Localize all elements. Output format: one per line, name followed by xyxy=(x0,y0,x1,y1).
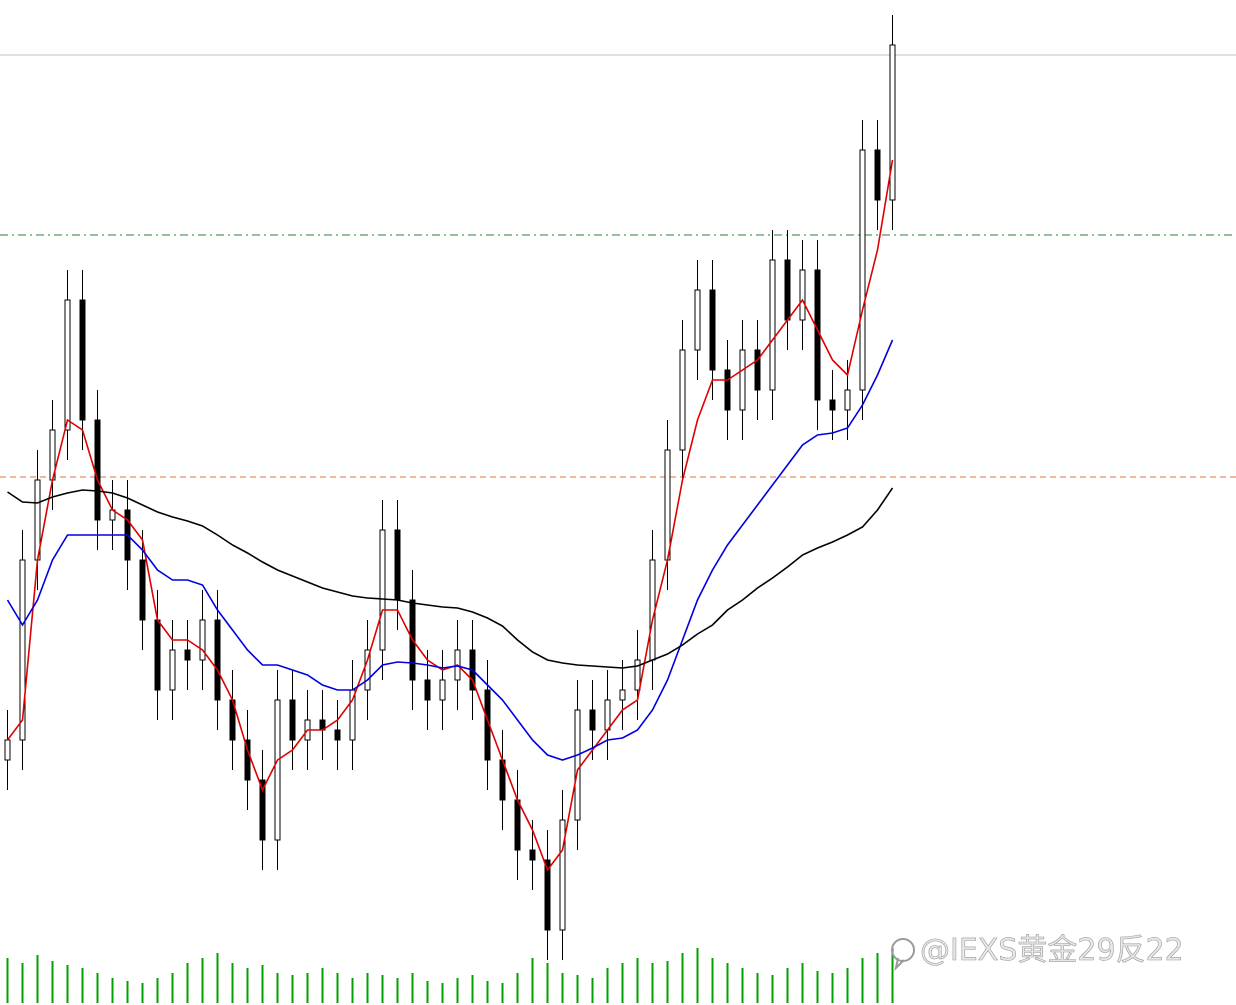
candle-body xyxy=(244,739,251,781)
candle-body xyxy=(169,649,176,691)
candle-body xyxy=(739,349,746,411)
candle-body xyxy=(439,679,446,701)
candle-body xyxy=(829,399,836,411)
candle-body xyxy=(364,649,371,691)
candle-body xyxy=(379,529,386,651)
candle-body xyxy=(139,559,146,621)
candle-body xyxy=(694,289,701,351)
candle-body xyxy=(769,259,776,391)
candle-body xyxy=(784,259,791,321)
candle-body xyxy=(154,619,161,691)
candle-body xyxy=(709,289,716,371)
candle-body xyxy=(199,619,206,661)
watermark-icon xyxy=(891,938,915,972)
watermark: @IEXS黄金29反22 xyxy=(920,933,1184,968)
moving-average-line xyxy=(6,339,894,761)
candle-body xyxy=(619,689,626,701)
candle-body xyxy=(4,739,11,761)
candle-body xyxy=(574,709,581,821)
candle-body xyxy=(724,369,731,411)
candle-body xyxy=(634,659,641,691)
candle-body xyxy=(424,679,431,701)
candle-body xyxy=(604,699,611,731)
candle-body xyxy=(184,649,191,661)
candle-body xyxy=(19,559,26,741)
candle-body xyxy=(544,859,551,931)
candle-body xyxy=(64,299,71,431)
candle-body xyxy=(79,299,86,421)
candle-body xyxy=(844,389,851,411)
candle-body xyxy=(874,149,881,201)
candle-body xyxy=(514,799,521,851)
moving-average-line xyxy=(6,159,894,872)
candle-body xyxy=(889,44,896,201)
candle-body xyxy=(679,349,686,451)
candle-body xyxy=(799,269,806,321)
candle-body xyxy=(529,849,536,861)
candle-body xyxy=(289,699,296,741)
candle-body xyxy=(859,149,866,391)
candle-body xyxy=(94,419,101,521)
candle-body xyxy=(274,699,281,841)
candle-body xyxy=(664,449,671,561)
candle-body xyxy=(754,349,761,391)
moving-average-line xyxy=(7,487,894,669)
candle-body xyxy=(589,709,596,731)
candle-body xyxy=(559,819,566,931)
candle-body xyxy=(394,529,401,601)
candle-body xyxy=(214,619,221,701)
candle-body xyxy=(259,779,266,841)
candle-body xyxy=(334,729,341,741)
